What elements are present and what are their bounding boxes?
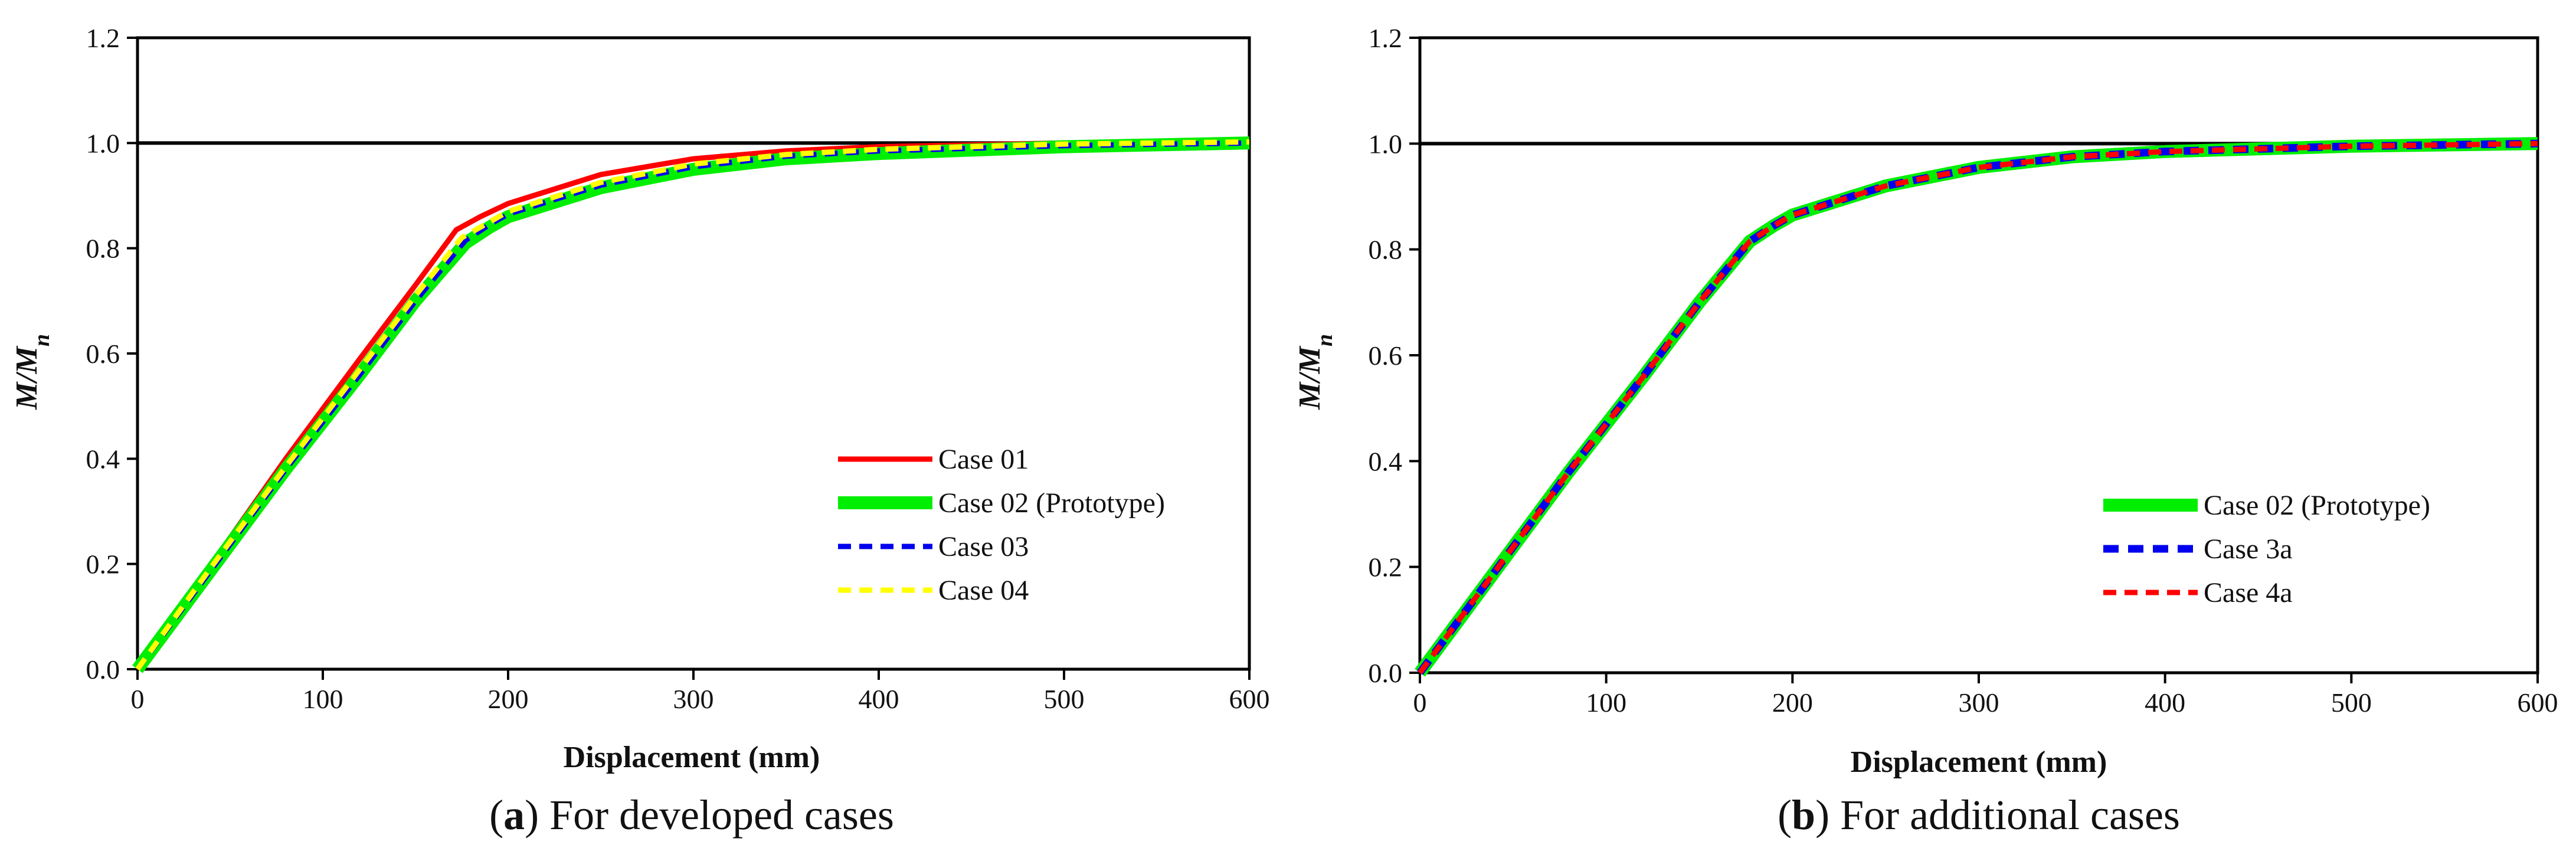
panel-a-legend-label-1: Case 01: [938, 444, 1029, 475]
panel-a-y-tick-label: 0.8: [86, 234, 120, 264]
panel-b-x-axis-title: Displacement (mm): [1851, 745, 2107, 779]
panel-b-caption: (b) For additional cases: [1778, 791, 2180, 839]
panel-a-x-tick-label: 500: [1044, 684, 1085, 714]
panel-a-series-line-4: [135, 139, 1250, 671]
panel-b-caption-label: b: [1792, 791, 1815, 839]
panel-b-series-line-3: [1418, 140, 2538, 675]
panel-a-y-axis-title-sub: n: [30, 334, 54, 346]
panel-a-x-tick-label: 600: [1229, 684, 1270, 714]
panel-b-y-tick-label: 0.8: [1369, 235, 1403, 265]
panel-a-series-line-3: [135, 140, 1250, 671]
panel-a-y-tick-label: 1.0: [86, 128, 120, 158]
panel-a-y-tick-label: 0.6: [86, 339, 120, 369]
panel-b-plot-frame: [1418, 36, 2539, 675]
panel-a-caption-label: a: [503, 791, 525, 839]
panel-a-x-tick-label: 100: [303, 684, 343, 714]
panel-b-x-tick-label: 0: [1413, 688, 1427, 718]
panel-b-legend-label-2: Case 3a: [2204, 533, 2293, 565]
panel-b-x-tick-label: 200: [1772, 688, 1813, 718]
panel-b-y-axis-title-sub: n: [1312, 334, 1337, 346]
panel-b-plot-area: 0 100 200 300 400 500 600 0.0 0.2 0.4 0.6 0.8 1.0 1.2…: [1369, 23, 2558, 718]
panel-b-x-tick-label: 400: [2145, 688, 2185, 718]
panel-a-series-line-2: [132, 136, 1250, 673]
panel-b-legend-label-1: Case 02 (Prototype): [2204, 490, 2430, 521]
panel-a-x-tick-label: 200: [488, 684, 529, 714]
panel-a-x-axis-title: Displacement (mm): [564, 741, 820, 774]
panel-b-y-axis-title: M/Mn: [1293, 334, 1337, 410]
panel-a-x-tick-label: 300: [673, 684, 714, 714]
panel-a-plot-frame: [136, 36, 1251, 671]
panel-b-x-tick-label: 300: [1959, 688, 1999, 718]
panel-b-x-tick-label: 500: [2331, 688, 2372, 718]
panel-a-y-axis-title-main: M/M: [10, 345, 44, 410]
panel-b-y-tick-label: 0.2: [1369, 552, 1403, 582]
panel-a-legend-label-4: Case 04: [938, 575, 1029, 606]
panel-b-x-tick-label: 100: [1586, 688, 1626, 718]
panel-b-legend-label-3: Case 4a: [2204, 577, 2293, 608]
panel-b-y-tick-label: 0.6: [1369, 341, 1403, 371]
panel-b-series-line-1: [1415, 137, 2538, 677]
panel-a-y-tick-label: 0.0: [86, 654, 120, 685]
panel-a-y-axis-title: M/Mn: [10, 334, 54, 410]
panel-b: 0 100 200 300 400 500 600 0.0 0.2 0.4 0.6 0.8 1.0 1.2…: [1293, 23, 2558, 839]
panel-b-y-tick-label: 0.4: [1369, 446, 1403, 476]
panel-b-y-tick-label: 0.0: [1369, 658, 1403, 688]
panel-a-x-tick-label: 400: [859, 684, 899, 714]
panel-b-caption-text: ) For additional cases: [1815, 791, 2180, 839]
panel-b-y-axis-title-main: M/M: [1293, 345, 1327, 410]
panel-a-plot-area: 0 100 200 300 400 500 600 0.0 0.2 0.4 0.6 0.8 1.0 1.2…: [86, 23, 1270, 714]
panel-b-series-line-2: [1416, 139, 2538, 675]
panel-b-y-tick-label: 1.2: [1369, 23, 1403, 53]
panel-a-y-tick-label: 0.4: [86, 444, 120, 474]
panel-a-y-tick-label: 1.2: [86, 23, 120, 53]
panel-a-caption-text: ) For developed cases: [525, 791, 894, 839]
panel-a: 0 100 200 300 400 500 600 0.0 0.2 0.4 0.6 0.8 1.0 1.2…: [10, 23, 1270, 839]
panel-a-series-line-1: [135, 139, 1250, 671]
panel-a-legend-label-3: Case 03: [938, 531, 1029, 562]
panel-b-x-tick-label: 600: [2518, 688, 2558, 718]
panel-a-caption: (a) For developed cases: [489, 791, 894, 839]
panel-b-y-tick-label: 1.0: [1369, 129, 1403, 159]
panel-a-y-tick-label: 0.2: [86, 549, 120, 580]
panel-a-legend-label-2: Case 02 (Prototype): [938, 487, 1165, 519]
panel-a-x-tick-label: 0: [131, 684, 145, 714]
